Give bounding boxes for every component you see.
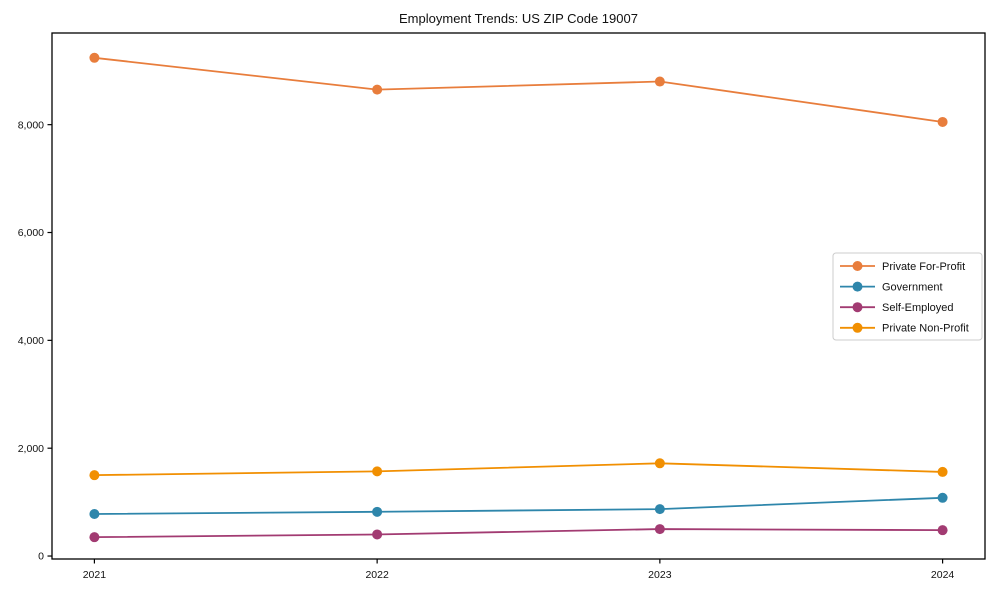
- series-line-self-employed: [94, 528, 943, 539]
- x-axis-tick-label: 2021: [83, 569, 107, 581]
- legend-label-self-employed: Self-Employed: [882, 302, 954, 314]
- series-marker-private-for-profit: [654, 76, 665, 87]
- series-marker-government: [372, 506, 383, 517]
- series-line-private-for-profit: [94, 56, 943, 123]
- y-axis-tick-label: 2,000: [18, 443, 44, 455]
- series-line-government: [94, 496, 943, 515]
- x-axis-tick-label: 2023: [648, 569, 672, 581]
- x-axis-tick-label: 2022: [365, 569, 389, 581]
- x-axis-tick-label: 2024: [931, 569, 955, 581]
- legend-label-private-for-profit: Private For-Profit: [882, 261, 965, 273]
- series-marker-self-employed: [937, 525, 948, 536]
- legend-marker-private-non-profit: [852, 322, 863, 333]
- series-marker-private-non-profit: [372, 466, 383, 477]
- series-marker-self-employed: [372, 529, 383, 540]
- legend-label-private-non-profit: Private Non-Profit: [882, 323, 969, 335]
- series-marker-private-for-profit: [89, 52, 100, 63]
- y-axis-tick-label: 8,000: [18, 119, 44, 131]
- legend-label-government: Government: [882, 281, 943, 293]
- series-marker-private-non-profit: [89, 470, 100, 481]
- series-marker-self-employed: [89, 532, 100, 543]
- chart-title: Employment Trends: US ZIP Code 19007: [399, 11, 638, 26]
- series-marker-self-employed: [654, 524, 665, 535]
- y-axis-tick-label: 0: [38, 551, 44, 563]
- y-axis-tick-label: 6,000: [18, 227, 44, 239]
- series-marker-private-for-profit: [937, 116, 948, 127]
- legend-box: [832, 252, 983, 341]
- legend-marker-government: [852, 281, 863, 292]
- series-marker-government: [937, 492, 948, 503]
- legend-marker-private-for-profit: [852, 261, 863, 271]
- series-line-private-non-profit: [94, 462, 943, 477]
- series-marker-government: [654, 504, 665, 515]
- series-marker-private-non-profit: [937, 466, 948, 477]
- y-axis-tick-label: 4,000: [18, 335, 44, 347]
- series-marker-private-non-profit: [654, 458, 665, 469]
- plot-border: [51, 32, 986, 560]
- series-marker-government: [89, 508, 100, 519]
- legend-marker-self-employed: [852, 302, 863, 313]
- series-marker-private-for-profit: [372, 84, 383, 95]
